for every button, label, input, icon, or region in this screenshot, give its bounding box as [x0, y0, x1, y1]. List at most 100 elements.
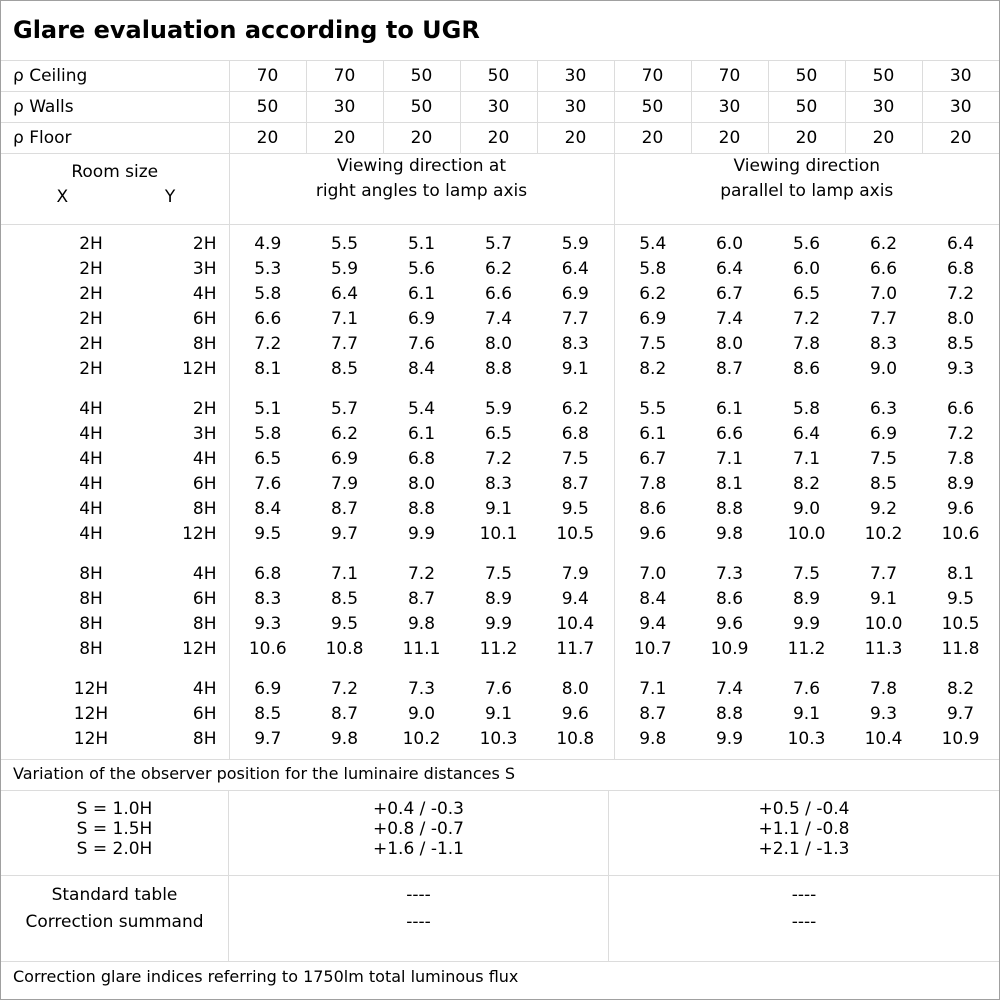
ugr-value: 9.6: [537, 702, 615, 727]
ugr-value: 7.6: [484, 679, 513, 699]
ugr-value: 6.9: [330, 449, 359, 469]
ugr-value: 5.1: [254, 399, 282, 419]
ugr-value: 7.2: [330, 679, 359, 699]
standard-parallel-value: ----: [791, 885, 817, 905]
table-row: 2H 12H 8.1 8.5 8.4 8.8 9.1 8.2 8.7 8.6 9.0 9.3: [1, 357, 999, 382]
ugr-value: 7.4: [715, 309, 744, 329]
room-size: 2H 2H: [1, 232, 229, 257]
room-size-cell: 12H 6H: [1, 702, 230, 727]
ugr-value: 9.1: [484, 499, 513, 519]
ugr-value: 9.0: [407, 704, 436, 724]
ugr-value: 10.9: [941, 729, 980, 749]
ugr-value: 5.4: [639, 234, 667, 254]
ugr-value: 7.9: [537, 562, 615, 587]
ugr-value: 8.6: [715, 589, 744, 609]
ugr-value: 6.7: [715, 284, 744, 304]
room-y: 8H: [192, 729, 217, 749]
room-size: 8H 4H: [1, 562, 229, 587]
ugr-value: 7.0: [639, 564, 667, 584]
ugr-value: 9.5: [946, 589, 975, 609]
ugr-value: 8.3: [869, 334, 898, 354]
ugr-value: 6.1: [639, 424, 667, 444]
ugr-value: 7.4: [715, 679, 744, 699]
reflectance-value: 30: [460, 91, 538, 123]
ugr-value: 7.1: [792, 449, 821, 469]
ugr-value: 8.2: [946, 679, 975, 699]
room-x: 2H: [79, 334, 103, 354]
room-size-cell: 12H 4H: [1, 677, 230, 702]
table-row: 2H 4H 5.8 6.4 6.1 6.6 6.9 6.2 6.7 6.5 7.0 7.2: [1, 282, 999, 307]
ugr-value: 7.5: [792, 564, 821, 584]
ugr-value: 8.8: [715, 499, 744, 519]
ugr-value: 9.9: [407, 524, 436, 544]
room-y: 6H: [192, 589, 217, 609]
ugr-value: 7.6: [407, 334, 436, 354]
room-x: 8H: [79, 589, 103, 609]
ugr-value: 6.5: [792, 284, 821, 304]
ugr-value: 9.8: [330, 729, 359, 749]
spacer-row: [1, 224, 999, 232]
ugr-value: 9.9: [484, 614, 513, 634]
reflectance-value: 30: [922, 91, 999, 123]
ugr-value: 7.3: [715, 564, 744, 584]
reflectance-value: 50: [460, 61, 538, 92]
room-size-header: Room size X Y: [1, 153, 230, 225]
reflectance-row: ρ Ceiling 70 70 50 50 30 70 70 50 50 30: [1, 61, 999, 92]
ugr-value: 6.7: [639, 449, 667, 469]
standard-label: Standard table: [51, 885, 178, 905]
ugr-value: 10.2: [864, 524, 903, 544]
table-row: 12H 4H 6.9 7.2 7.3 7.6 8.0 7.1 7.4 7.6 7.8 8.2: [1, 677, 999, 702]
reflectance-value: 20: [306, 122, 384, 154]
spacer: [229, 547, 615, 562]
room-x: 2H: [79, 234, 103, 254]
ugr-value: 5.5: [330, 234, 359, 254]
standard-label: Correction summand: [25, 912, 204, 932]
spacer: [614, 547, 999, 562]
ugr-value: 8.7: [330, 499, 359, 519]
ugr-value: 11.7: [537, 637, 615, 662]
ugr-value: 8.0: [407, 474, 436, 494]
ugr-value: 7.8: [869, 679, 898, 699]
ugr-value: 6.2: [537, 397, 615, 422]
reflectance-value: 70: [306, 61, 384, 92]
room-size-label: Room size: [71, 162, 159, 182]
ugr-value: 8.9: [484, 589, 513, 609]
ugr-value: 11.2: [479, 639, 518, 659]
ugr-value: 5.8: [254, 424, 282, 444]
ugr-value: 6.6: [869, 259, 898, 279]
ugr-value: 8.0: [537, 677, 615, 702]
footer-note: Correction glare indices referring to 17…: [13, 967, 519, 986]
reflectance-value: 20: [845, 122, 923, 154]
room-y: 8H: [192, 499, 217, 519]
reflectance-row: ρ Walls 50 30 50 30 30 50 30 50 30 30: [1, 91, 999, 123]
spacer: [614, 662, 999, 677]
ugr-value: 9.5: [254, 524, 282, 544]
reflectance-label: ρ Ceiling: [1, 61, 230, 92]
room-size-cell: 2H 12H: [1, 357, 230, 382]
ugr-value: 7.5: [537, 447, 615, 472]
ugr-value: 8.1: [946, 564, 975, 584]
ugr-value: 5.6: [407, 259, 436, 279]
ugr-value: 9.1: [537, 357, 615, 382]
room-y: 12H: [182, 359, 217, 379]
ugr-value: 10.3: [479, 729, 518, 749]
direction-right-line1: Viewing direction at: [336, 156, 507, 176]
ugr-value: 8.7: [407, 589, 436, 609]
variation-block: S = 1.0H S = 1.5H S = 2.0H +0.4 / -0.3 +0.8…: [1, 791, 999, 876]
room-size: 2H 6H: [1, 307, 229, 332]
reflectance-value: 20: [460, 122, 538, 154]
ugr-value: 6.8: [537, 422, 615, 447]
room-y: 4H: [192, 564, 217, 584]
room-size: 4H 8H: [1, 497, 229, 522]
ugr-value: 7.1: [715, 449, 744, 469]
spacer: [1, 382, 230, 397]
ugr-value: 9.8: [715, 524, 744, 544]
room-size: 4H 12H: [1, 522, 229, 547]
ugr-value: 9.4: [639, 614, 667, 634]
ugr-value: 8.8: [715, 704, 744, 724]
y-label: Y: [164, 187, 176, 207]
spacer: [1, 224, 230, 232]
room-x: 12H: [73, 729, 109, 749]
reflectance-value: 20: [383, 122, 461, 154]
room-x: 2H: [79, 359, 103, 379]
